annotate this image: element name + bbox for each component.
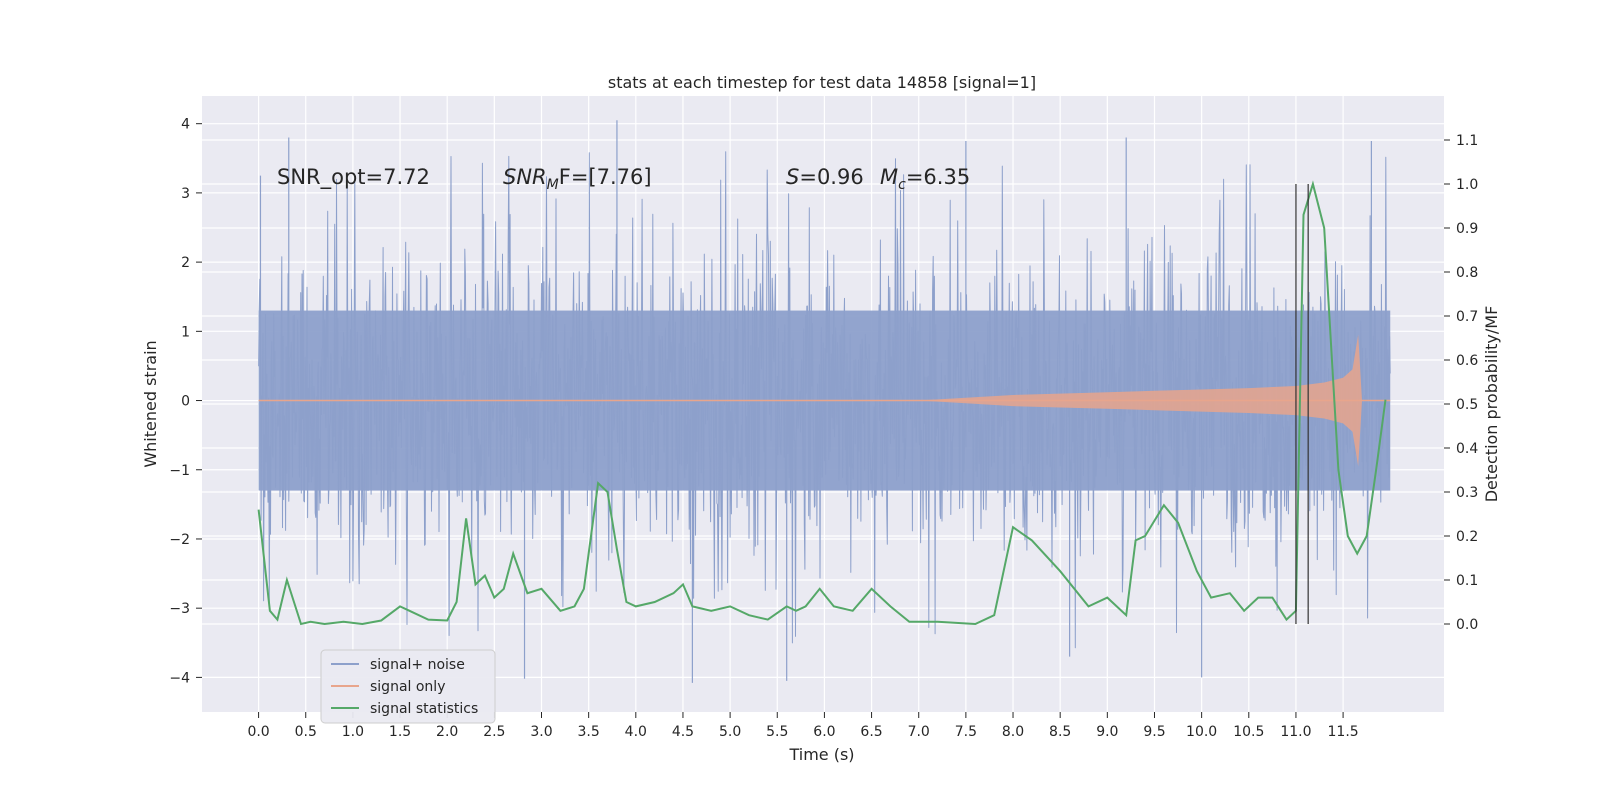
y-left-tick-label-3: −1: [169, 463, 190, 479]
x-axis-label: Time (s): [788, 745, 854, 764]
y-right-tick-label-7: 0.7: [1456, 309, 1478, 325]
y-right-tick-label-11: 1.1: [1456, 133, 1478, 149]
y-left-tick-label-2: −2: [169, 532, 190, 548]
x-tick-label-16: 8.0: [1002, 724, 1024, 740]
y-left-tick-label-5: 1: [181, 324, 190, 340]
y-left-tick-label-7: 3: [181, 186, 190, 202]
annotation-snr-mf: SNRMF=[7.76]: [503, 165, 652, 193]
y-right-axis-ticks: 0.0 0.1 0.2 0.3 0.4 0.5 0.6 0.7 0.8 0.9 1.0 1.1: [1444, 133, 1478, 633]
x-tick-label-2: 1.0: [342, 724, 364, 740]
y-left-tick-label-4: 0: [181, 394, 190, 410]
y-left-axis-ticks: −4 −3 −2 −1 0 1 2 3 4: [169, 117, 202, 686]
annotation-s-main: S: [786, 165, 799, 189]
x-tick-label-4: 2.0: [436, 724, 458, 740]
y-left-tick-label-8: 4: [181, 117, 190, 133]
x-tick-label-6: 3.0: [530, 724, 552, 740]
x-tick-label-1: 0.5: [295, 724, 317, 740]
y-right-tick-label-6: 0.6: [1456, 353, 1478, 369]
legend-label-signal-statistics: signal statistics: [370, 701, 478, 717]
x-tick-label-22: 11.0: [1280, 724, 1311, 740]
series-signal-statistics: [257, 180, 1387, 626]
x-tick-label-13: 6.5: [860, 724, 882, 740]
x-tick-label-21: 10.5: [1233, 724, 1264, 740]
x-tick-label-23: 11.5: [1328, 724, 1359, 740]
vertical-markers: [1295, 184, 1309, 624]
annotation-mc: Mc=6.35: [880, 165, 970, 193]
legend-label-signal-noise: signal+ noise: [370, 657, 465, 673]
annotation-snr-opt: SNR_opt=7.72: [277, 165, 430, 190]
y-right-tick-label-3: 0.3: [1456, 485, 1478, 501]
annotation-snr-mf-sub: M: [547, 177, 559, 193]
chart-title: stats at each timestep for test data 148…: [608, 73, 1036, 92]
x-axis-ticks: 0.0 0.5 1.0 1.5 2.0 2.5 3.0 3.5 4.0 4.5 5.0 5.5 6.0 6…: [247, 712, 1359, 740]
x-tick-label-20: 10.0: [1186, 724, 1217, 740]
y-right-tick-label-9: 0.9: [1456, 221, 1478, 237]
y-right-axis-label: Detection probability/MF: [1482, 306, 1501, 503]
stats-line: [257, 180, 1387, 626]
x-tick-label-14: 7.0: [908, 724, 930, 740]
y-left-axis-label: Whitened strain: [141, 340, 160, 467]
y-right-tick-label-0: 0.0: [1456, 617, 1478, 633]
x-tick-label-19: 9.5: [1143, 724, 1165, 740]
x-tick-label-8: 4.0: [625, 724, 647, 740]
y-right-tick-label-4: 0.4: [1456, 441, 1478, 457]
legend: signal+ noise signal only signal statist…: [320, 649, 496, 724]
annotation-s-rest: =0.96: [799, 165, 863, 189]
y-left-tick-label-1: −3: [169, 601, 190, 617]
legend-box: [320, 649, 496, 724]
x-tick-label-3: 1.5: [389, 724, 411, 740]
x-tick-label-15: 7.5: [955, 724, 977, 740]
series-signal-only: [258, 334, 1391, 467]
y-right-tick-label-8: 0.8: [1456, 265, 1478, 281]
x-tick-label-5: 2.5: [483, 724, 505, 740]
y-right-tick-label-1: 0.1: [1456, 573, 1478, 589]
x-tick-label-11: 5.5: [766, 724, 788, 740]
legend-label-signal-only: signal only: [370, 679, 445, 695]
y-right-tick-label-2: 0.2: [1456, 529, 1478, 545]
annotation-s: S=0.96: [786, 165, 864, 189]
y-right-tick-label-5: 0.5: [1456, 397, 1478, 413]
annotation-snr-mf-main: SNR: [503, 165, 547, 189]
annotation-mc-rest: =6.35: [906, 165, 970, 189]
x-tick-label-9: 4.5: [672, 724, 694, 740]
x-tick-label-17: 8.5: [1049, 724, 1071, 740]
x-tick-label-7: 3.5: [578, 724, 600, 740]
x-tick-label-18: 9.0: [1096, 724, 1118, 740]
x-tick-label-10: 5.0: [719, 724, 741, 740]
y-left-tick-label-6: 2: [181, 255, 190, 271]
annotation-mc-main: M: [880, 165, 898, 189]
y-left-tick-label-0: −4: [169, 670, 190, 686]
x-tick-label-12: 6.0: [813, 724, 835, 740]
annotation-snr-mf-rest: F=[7.76]: [559, 165, 652, 189]
annotation-mc-sub: c: [898, 177, 906, 193]
y-right-tick-label-10: 1.0: [1456, 177, 1478, 193]
x-tick-label-0: 0.0: [247, 724, 269, 740]
